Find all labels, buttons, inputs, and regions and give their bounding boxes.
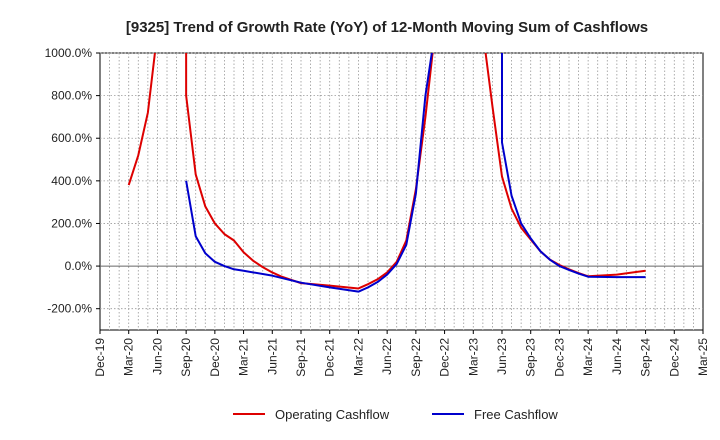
y-tick-label: 600.0%: [51, 131, 92, 145]
series-layer: [127, 53, 646, 293]
x-tick-label: Dec-23: [552, 338, 566, 377]
x-tick-label: Jun-23: [495, 338, 509, 375]
y-tick-label: 200.0%: [51, 216, 92, 230]
y-tick-label: 0.0%: [65, 259, 93, 273]
x-tick-label: Sep-22: [409, 338, 423, 377]
x-tick-label: Jun-21: [265, 338, 279, 375]
x-tick-label: Dec-20: [208, 338, 222, 377]
x-tick-label: Sep-23: [524, 338, 538, 377]
y-tick-label: 400.0%: [51, 174, 92, 188]
y-tick-label: -200.0%: [47, 302, 92, 316]
x-tick-label: Dec-24: [667, 338, 681, 377]
x-tick-label: Jun-24: [610, 338, 624, 375]
x-tick-label: Sep-21: [294, 338, 308, 377]
x-axis: Dec-19 Mar-20 Jun-20 Sep-20 Dec-20 Mar-21 Jun-…: [93, 330, 710, 377]
x-tick-label: Mar-21: [237, 338, 251, 376]
chart-title: [9325] Trend of Growth Rate (YoY) of 12-…: [126, 19, 648, 36]
x-tick-label: Mar-23: [466, 338, 480, 376]
legend-label-free-cashflow: Free Cashflow: [474, 407, 558, 422]
x-tick-label: Mar-22: [351, 338, 365, 376]
x-tick-label: Dec-19: [93, 338, 107, 377]
x-tick-label: Sep-20: [179, 338, 193, 377]
x-tick-label: Sep-24: [639, 338, 653, 377]
plot-area: [99, 52, 704, 331]
x-tick-label: Dec-21: [323, 338, 337, 377]
x-tick-label: Mar-20: [122, 338, 136, 376]
legend: Operating Cashflow Free Cashflow: [233, 407, 558, 422]
legend-label-operating-cashflow: Operating Cashflow: [275, 407, 390, 422]
series-line-free-cashflow: [185, 53, 646, 293]
y-axis: -200.0% 0.0% 200.0% 400.0% 600.0% 800.0% 1000.…: [45, 46, 100, 316]
x-tick-label: Mar-24: [581, 338, 595, 376]
x-tick-label: Mar-25: [696, 338, 710, 376]
x-tick-label: Jun-20: [150, 338, 164, 375]
x-tick-label: Jun-22: [380, 338, 394, 375]
y-tick-label: 1000.0%: [45, 46, 93, 60]
y-tick-label: 800.0%: [51, 89, 92, 103]
x-tick-label: Dec-22: [438, 338, 452, 377]
plot-border: [99, 52, 704, 331]
